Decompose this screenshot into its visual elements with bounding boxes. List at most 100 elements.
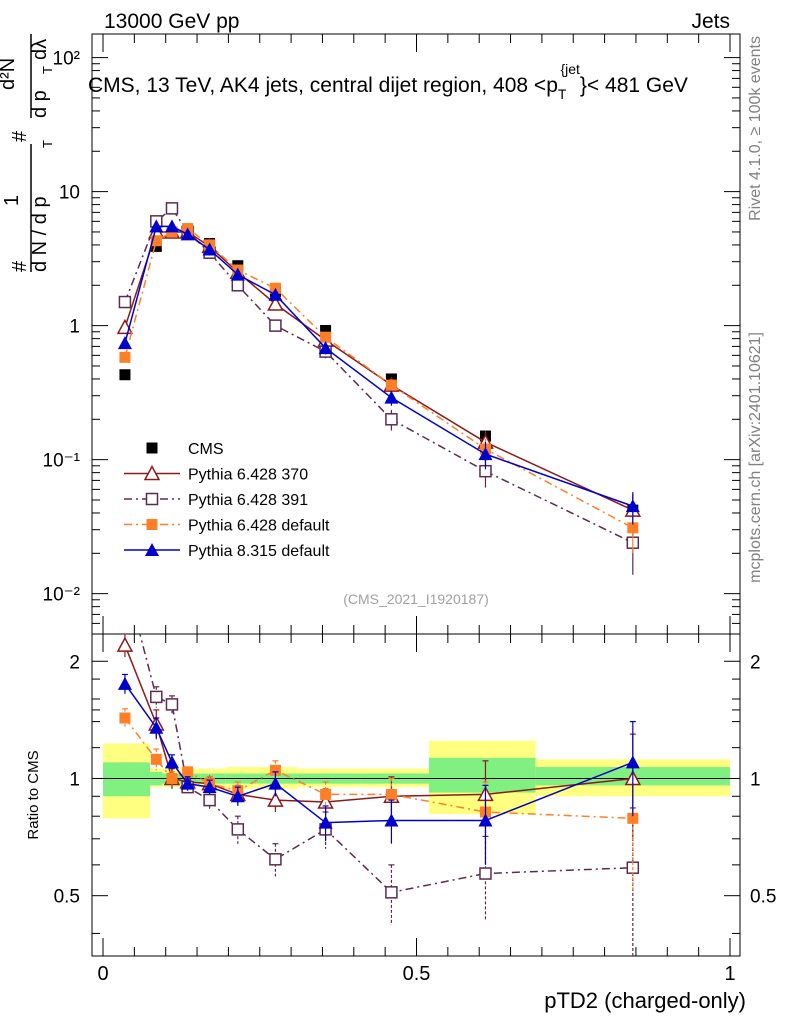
main-point-pythia-8-315-default <box>625 499 640 513</box>
legend-marker-pythia-8-315-default <box>145 543 159 556</box>
ratio-point-pythia-8-315-default <box>384 813 399 827</box>
ratio-point-pythia-6-428-370 <box>267 791 284 807</box>
main-point-pythia-6-428-391 <box>165 202 179 215</box>
ratio-point-pythia-6-428-default <box>269 764 281 776</box>
main-point-cms <box>150 240 162 252</box>
ratio-point-pythia-6-428-391 <box>231 823 245 836</box>
ratio-point-pythia-6-428-default <box>385 788 397 800</box>
ratio-tick-label-2-right: 2 <box>750 652 761 673</box>
plot-title-sup: {jet <box>560 61 580 77</box>
legend-marker-cms <box>146 442 158 454</box>
main-point-pythia-8-315-default <box>202 242 217 256</box>
analysis-watermark: (CMS_2021_I1920187) <box>343 591 489 607</box>
ratio-tick-label-0.5-right: 0.5 <box>750 887 776 908</box>
band-green-bin-9 <box>429 757 536 793</box>
ratio-point-pythia-6-428-default <box>166 772 178 784</box>
ratio-point-pythia-6-428-391 <box>165 698 179 711</box>
header-left: 13000 GeV pp <box>104 10 239 33</box>
main-point-pythia-8-315-default <box>384 390 399 404</box>
ylabel-dpT-sub: T <box>40 66 55 74</box>
ratio-series <box>116 571 642 956</box>
plot-title-sub: T <box>558 86 567 102</box>
main-point-pythia-8-315-default <box>318 341 333 355</box>
ratio-tick-label-0.5: 0.5 <box>54 887 80 908</box>
ratio-y-axis-label: Ratio to CMS <box>25 750 42 839</box>
ylabel-frac-den-sub: T <box>40 140 55 148</box>
y-axis-label: # 1 d N / d p T # d²N d p T dλ <box>0 34 55 272</box>
ylabel-hash1: # <box>9 260 31 272</box>
ratio-point-pythia-8-315-default <box>478 813 493 827</box>
legend-label-cms: CMS <box>188 441 224 458</box>
ratio-line-pythia-8-315-default <box>124 683 634 824</box>
mcplots-source-label: mcplots.cern.ch [arXiv:2401.10621] <box>747 332 764 583</box>
main-point-pythia-8-315-default <box>268 287 283 301</box>
ylabel-frac-den: d N / d p <box>29 196 51 272</box>
ratio-point-pythia-6-428-391 <box>119 571 130 582</box>
main-series <box>116 202 642 575</box>
legend-label-pythia-6-428-default: Pythia 6.428 default <box>188 518 330 535</box>
main-point-pythia-6-428-default <box>385 379 397 391</box>
ratio-point-pythia-6-428-default <box>150 753 162 765</box>
ratio-point-pythia-6-428-391 <box>385 886 398 899</box>
ratio-point-pythia-6-428-default <box>182 766 194 778</box>
main-line-pythia-6-428-391 <box>124 207 634 544</box>
ratio-point-pythia-8-315-default <box>268 776 283 790</box>
band-green-bin-0 <box>103 762 151 797</box>
legend-marker-pythia-6-428-391 <box>145 492 159 506</box>
ratio-point-pythia-8-315-default <box>230 789 245 803</box>
ratio-tick-label-1: 1 <box>69 769 80 790</box>
ratio-point-pythia-6-428-391 <box>203 793 216 807</box>
main-point-pythia-6-428-391 <box>118 295 132 309</box>
ylabel-dlambda: dλ <box>29 39 51 60</box>
x-tick-label-0: 0 <box>97 963 108 985</box>
ratio-line-pythia-6-428-391 <box>139 634 633 894</box>
y-tick-label-1e-1: 10⁻¹ <box>43 451 81 472</box>
legend: CMS Pythia 6.428 370 Pythia 6.428 391 Pythi… <box>124 441 330 560</box>
x-tick-label-0.5: 0.5 <box>403 963 431 985</box>
main-point-pythia-8-315-default <box>164 219 179 233</box>
legend-marker-pythia-6-428-370 <box>143 464 161 481</box>
legend-label-pythia-6-428-391: Pythia 6.428 391 <box>188 492 308 509</box>
plot-title: CMS, 13 TeV, AK4 jets, central dijet reg… <box>88 61 688 102</box>
ratio-point-pythia-8-315-default <box>164 755 179 769</box>
main-point-cms <box>119 369 131 381</box>
legend-marker-pythia-6-428-default <box>146 519 158 530</box>
x-tick-label-1: 1 <box>724 963 735 985</box>
ratio-point-pythia-6-428-391 <box>269 853 282 866</box>
main-point-pythia-6-428-370 <box>267 295 284 311</box>
y-tick-label-1e-2: 10⁻² <box>43 585 81 606</box>
main-point-pythia-6-428-default <box>150 235 162 247</box>
ylabel-hash2: # <box>9 130 31 142</box>
ratio-point-pythia-6-428-391 <box>479 867 492 880</box>
main-point-pythia-8-315-default <box>117 336 132 350</box>
ratio-point-pythia-8-315-default <box>202 780 217 794</box>
ratio-tick-label-2: 2 <box>69 652 80 673</box>
main-point-pythia-6-428-391 <box>231 279 245 292</box>
plot-title-close: }< 481 GeV <box>580 74 688 97</box>
ratio-point-pythia-8-315-default <box>625 755 640 769</box>
header-right: Jets <box>691 10 730 33</box>
main-point-pythia-6-428-391 <box>385 413 398 426</box>
main-point-pythia-8-315-default <box>180 227 195 241</box>
main-point-pythia-6-428-default <box>627 522 639 534</box>
main-point-pythia-6-428-default <box>119 351 131 363</box>
legend-label-pythia-8-315-default: Pythia 8.315 default <box>188 543 330 560</box>
ratio-point-pythia-6-428-391 <box>150 690 163 704</box>
y-tick-label-10: 10 <box>59 183 80 204</box>
main-point-pythia-8-315-default <box>230 267 245 281</box>
main-point-cms <box>320 324 332 336</box>
ratio-point-pythia-6-428-default <box>627 812 639 824</box>
ratio-point-pythia-6-428-default <box>119 712 131 724</box>
ylabel-frac-num: 1 <box>1 195 23 206</box>
ratio-point-pythia-8-315-default <box>117 676 132 690</box>
axes <box>92 34 740 956</box>
main-point-pythia-8-315-default <box>149 219 164 233</box>
rivet-version-label: Rivet 4.1.0, ≥ 100k events <box>747 36 764 221</box>
legend-label-pythia-6-428-370: Pythia 6.428 370 <box>188 467 308 484</box>
ratio-point-pythia-8-315-default <box>318 815 333 829</box>
plot-title-main: CMS, 13 TeV, AK4 jets, central dijet reg… <box>88 74 558 97</box>
main-line-pythia-8-315-default <box>124 225 634 507</box>
y-tick-label-1: 1 <box>69 317 80 338</box>
main-point-pythia-6-428-default <box>320 331 332 343</box>
ylabel-dpT: d p <box>29 90 51 118</box>
